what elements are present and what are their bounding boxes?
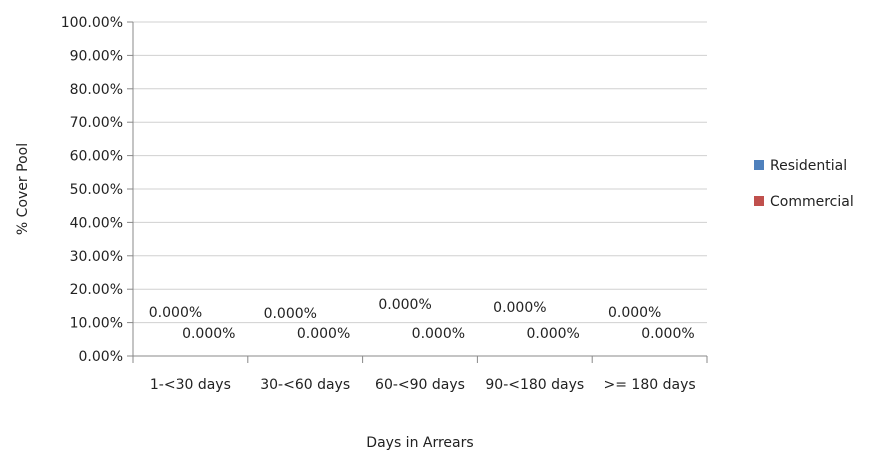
data-labels: 0.000% 0.000% 0.000% 0.000% 0.000% 0.000% 0.00… <box>149 297 695 342</box>
x-tick-label: 1-<30 days <box>150 377 231 393</box>
data-label: 0.000% <box>526 326 579 342</box>
data-label: 0.000% <box>182 326 235 342</box>
y-axis-ticks: 0.00% 10.00% 20.00% 30.00% 40.00% 50.00% 60.00… <box>61 15 133 365</box>
y-tick-label: 100.00% <box>61 15 123 31</box>
data-label: 0.000% <box>493 300 546 316</box>
data-label: 0.000% <box>641 326 694 342</box>
y-tick-label: 90.00% <box>70 48 123 64</box>
gridlines <box>133 21 707 324</box>
x-tick-label: 30-<60 days <box>260 377 350 393</box>
y-tick-label: 10.00% <box>70 316 123 332</box>
y-tick-label: 50.00% <box>70 182 123 198</box>
legend-swatch-commercial <box>754 196 764 206</box>
y-tick-label: 40.00% <box>70 215 123 231</box>
x-tick-label: 90-<180 days <box>485 377 584 393</box>
y-tick-label: 20.00% <box>70 282 123 298</box>
data-label: 0.000% <box>412 326 465 342</box>
legend: Residential Commercial <box>754 158 854 210</box>
data-label: 0.000% <box>264 306 317 322</box>
x-tick-label: >= 180 days <box>604 377 696 393</box>
legend-swatch-residential <box>754 160 764 170</box>
x-axis-title: Days in Arrears <box>366 435 473 451</box>
y-tick-label: 60.00% <box>70 149 123 165</box>
y-tick-label: 80.00% <box>70 82 123 98</box>
y-axis-title: % Cover Pool <box>15 143 31 235</box>
data-label: 0.000% <box>608 305 661 321</box>
x-axis-ticks: 1-<30 days 30-<60 days 60-<90 days 90-<180 … <box>132 356 708 393</box>
y-tick-label: 70.00% <box>70 115 123 131</box>
legend-label-commercial: Commercial <box>770 194 854 210</box>
data-label: 0.000% <box>149 305 202 321</box>
legend-label-residential: Residential <box>770 158 847 174</box>
data-label: 0.000% <box>297 326 350 342</box>
y-tick-label: 0.00% <box>79 349 123 365</box>
x-tick-label: 60-<90 days <box>375 377 465 393</box>
data-label: 0.000% <box>378 297 431 313</box>
y-tick-label: 30.00% <box>70 249 123 265</box>
